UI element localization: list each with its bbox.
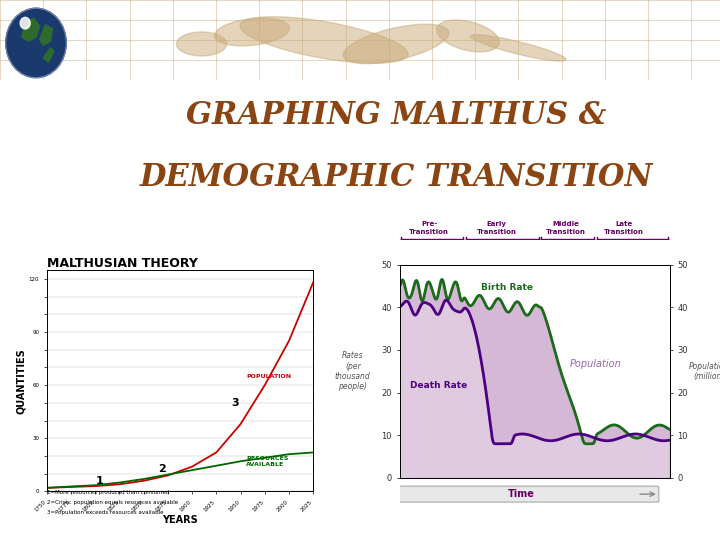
Polygon shape	[40, 25, 53, 45]
Ellipse shape	[176, 32, 227, 56]
Text: Pre-
Transition: Pre- Transition	[410, 221, 449, 235]
Text: 2=Crisis: population equals resources available: 2=Crisis: population equals resources av…	[47, 500, 178, 505]
Text: 1=More resources produced than consumed: 1=More resources produced than consumed	[47, 490, 169, 495]
FancyArrowPatch shape	[640, 492, 654, 496]
Text: Time: Time	[508, 489, 534, 499]
Text: Late
Transition: Late Transition	[604, 221, 644, 235]
Text: Population
(million): Population (million)	[689, 362, 720, 381]
Polygon shape	[43, 48, 54, 62]
Ellipse shape	[343, 24, 449, 64]
Text: DEMOGRAPHIC TRANSITION: DEMOGRAPHIC TRANSITION	[139, 162, 653, 193]
Ellipse shape	[240, 17, 408, 63]
Text: POPULATION: POPULATION	[246, 374, 292, 379]
Text: 3: 3	[231, 399, 238, 408]
Text: RESOURCES
AVAILABLE: RESOURCES AVAILABLE	[246, 456, 289, 467]
Text: 3=Population exceeds resources available: 3=Population exceeds resources available	[47, 510, 163, 515]
FancyBboxPatch shape	[397, 486, 659, 502]
Y-axis label: QUANTITIES: QUANTITIES	[16, 348, 26, 414]
Text: Early
Transition: Early Transition	[477, 221, 517, 235]
Text: Population: Population	[570, 359, 621, 369]
Text: Birth Rate: Birth Rate	[481, 283, 533, 292]
Text: GRAPHING MALTHUS &: GRAPHING MALTHUS &	[186, 100, 606, 131]
Text: Middle
Transition: Middle Transition	[546, 221, 585, 235]
Polygon shape	[22, 18, 40, 42]
Ellipse shape	[437, 20, 499, 52]
Text: MALTHUSIAN THEORY: MALTHUSIAN THEORY	[47, 257, 198, 271]
Text: 1: 1	[95, 476, 103, 487]
Ellipse shape	[215, 18, 289, 46]
Ellipse shape	[471, 35, 566, 61]
Text: Rates
(per
thousand
people): Rates (per thousand people)	[335, 351, 371, 392]
Circle shape	[6, 8, 66, 78]
Circle shape	[20, 17, 30, 29]
Text: 2: 2	[158, 464, 166, 474]
Text: Death Rate: Death Rate	[410, 381, 468, 390]
X-axis label: YEARS: YEARS	[162, 515, 198, 525]
